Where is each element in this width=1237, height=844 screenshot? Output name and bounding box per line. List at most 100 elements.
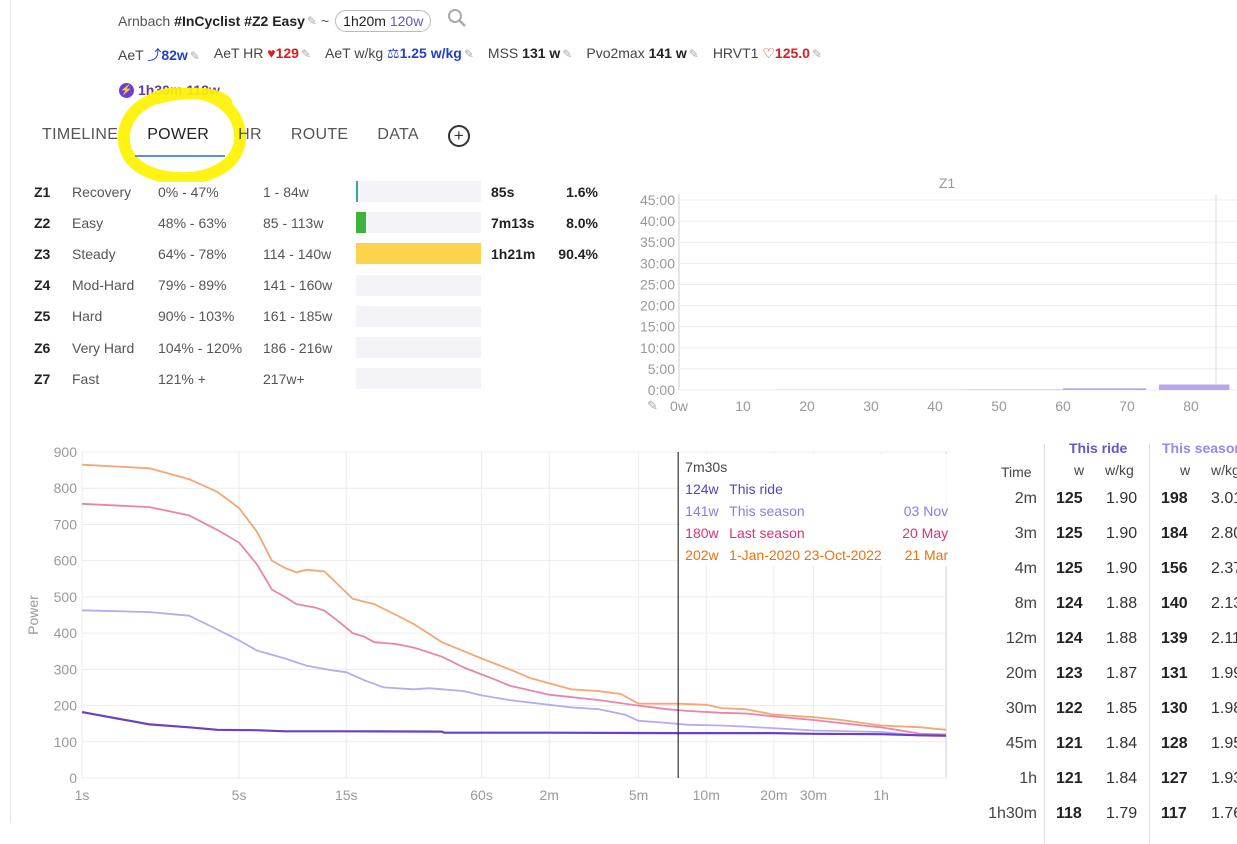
- zone-name: Mod-Hard: [72, 277, 158, 293]
- row-time: 1h: [1019, 770, 1037, 788]
- zone-bar-fill: [356, 181, 358, 202]
- row-time: 12m: [1006, 630, 1037, 648]
- zone-bar: [356, 306, 481, 327]
- zone-id: Z4: [34, 277, 72, 293]
- zone-share: 8.0%: [558, 215, 598, 231]
- zone-watts: 1 - 84w: [263, 184, 356, 200]
- tab-hr[interactable]: HR: [238, 126, 262, 147]
- row-season-w: 156: [1161, 560, 1188, 578]
- histogram-bar: [1063, 388, 1146, 390]
- metric-aet-wkg[interactable]: AeT w/kg ⚖1.25 w/kg✎: [325, 45, 474, 65]
- tab-power[interactable]: POWER: [147, 126, 209, 147]
- metric-aet-hr[interactable]: AeT HR ♥129✎: [214, 45, 311, 65]
- curve-cursor-label: 7m30s: [685, 459, 727, 475]
- edit-hrvt1-icon[interactable]: ✎: [812, 47, 822, 61]
- curve-y-tick: 400: [54, 625, 78, 641]
- edit-pvo2max-icon[interactable]: ✎: [689, 47, 699, 61]
- row-season-w: 198: [1161, 490, 1188, 508]
- row-time: 4m: [1015, 560, 1037, 578]
- histogram-y-tick: 35:00: [640, 234, 675, 250]
- scale-icon: ⚖: [387, 45, 400, 61]
- edit-aet-wkg-icon[interactable]: ✎: [464, 47, 474, 61]
- tab-timeline[interactable]: TIMELINE: [42, 126, 118, 147]
- row-time: 1h30m: [988, 805, 1037, 823]
- zone-percent: 90% - 103%: [158, 308, 263, 324]
- histogram-y-tick: 40:00: [640, 213, 675, 229]
- row-season-wkg: 1.76: [1211, 805, 1237, 823]
- edit-mss-icon[interactable]: ✎: [562, 47, 572, 61]
- histogram-title: Z1: [939, 175, 956, 191]
- curve-y-tick: 700: [54, 516, 78, 532]
- metric-aet-label: AeT: [118, 47, 143, 63]
- tooltip-date: 03 Nov 2024: [904, 503, 950, 519]
- row-w: 118: [1056, 805, 1082, 823]
- curve-x-tick: 10m: [693, 787, 720, 803]
- metric-mss[interactable]: MSS 131 w✎: [488, 45, 572, 65]
- row-w: 125: [1056, 560, 1083, 578]
- metric-pvo2max[interactable]: Pvo2max 141 w✎: [586, 45, 698, 65]
- histogram-x-tick: 50: [991, 398, 1007, 414]
- metric-hrvt1-label: HRVT1: [713, 45, 759, 61]
- metric-hrvt1[interactable]: HRVT1 ♡125.0✎: [713, 45, 822, 65]
- edit-title-icon[interactable]: ✎: [307, 14, 317, 28]
- row-season-wkg: 2.13: [1211, 595, 1237, 613]
- row-season-w: 117: [1161, 805, 1187, 823]
- tab-bar: TIMELINE POWER HR ROUTE DATA +: [42, 126, 470, 147]
- histogram-x-tick: 0w: [670, 398, 689, 414]
- zone-share: 1.6%: [558, 184, 598, 200]
- search-icon[interactable]: [447, 8, 467, 33]
- activity-title[interactable]: #InCyclist #Z2 Easy: [174, 13, 305, 29]
- zone-bar: [356, 243, 481, 264]
- duration-power-pill[interactable]: 1h20m 120w: [335, 10, 431, 32]
- zone-bar: [356, 368, 481, 389]
- row-w: 124: [1056, 595, 1083, 613]
- histogram-y-tick: 20:00: [640, 298, 675, 314]
- zone-id: Z6: [34, 340, 72, 356]
- histogram-y-tick: 5:00: [648, 361, 675, 377]
- metric-mss-value: 131 w: [522, 45, 560, 61]
- zone-bar: [356, 337, 481, 358]
- zone-watts: 85 - 113w: [263, 215, 356, 231]
- zone-name: Recovery: [72, 184, 158, 200]
- tooltip-value: 124w: [685, 481, 719, 497]
- curve-x-tick: 60s: [470, 787, 493, 803]
- zone-name: Very Hard: [72, 340, 158, 356]
- histogram-x-tick: 40: [927, 398, 943, 414]
- zone-id: Z5: [34, 308, 72, 324]
- histogram-x-tick: 60: [1055, 398, 1071, 414]
- curve-y-tick: 600: [54, 553, 78, 569]
- zone-watts: 186 - 216w: [263, 340, 356, 356]
- zone-time: 1h21m: [481, 246, 558, 262]
- zone-id: Z2: [34, 215, 72, 231]
- add-tab-icon[interactable]: +: [448, 125, 470, 147]
- edit-aet-icon[interactable]: ✎: [190, 49, 200, 63]
- curve-x-tick: 5s: [232, 787, 247, 803]
- metric-aet[interactable]: AeT ⤴82w✎: [118, 45, 200, 65]
- table-divider-1: [1044, 444, 1045, 844]
- tab-route[interactable]: ROUTE: [291, 126, 349, 147]
- row-season-w: 131: [1161, 665, 1188, 683]
- curve-y-tick: 0: [69, 770, 77, 786]
- row-wkg: 1.84: [1106, 735, 1137, 753]
- zone-id: Z7: [34, 371, 72, 387]
- row-wkg: 1.88: [1106, 630, 1137, 648]
- edit-aet-hr-icon[interactable]: ✎: [301, 47, 311, 61]
- tooltip-value: 180w: [685, 525, 719, 541]
- tab-data[interactable]: DATA: [377, 126, 419, 147]
- col-w: w: [1074, 462, 1084, 478]
- zone-bar-fill: [356, 243, 481, 264]
- zone-bar: [356, 181, 481, 202]
- zone-histogram: Z10:005:0010:0015:0020:0025:0030:0035:00…: [625, 172, 1237, 417]
- histogram-y-tick: 45:00: [640, 192, 675, 208]
- tooltip-value: 202w: [685, 547, 719, 563]
- curve-x-tick: 30m: [800, 787, 827, 803]
